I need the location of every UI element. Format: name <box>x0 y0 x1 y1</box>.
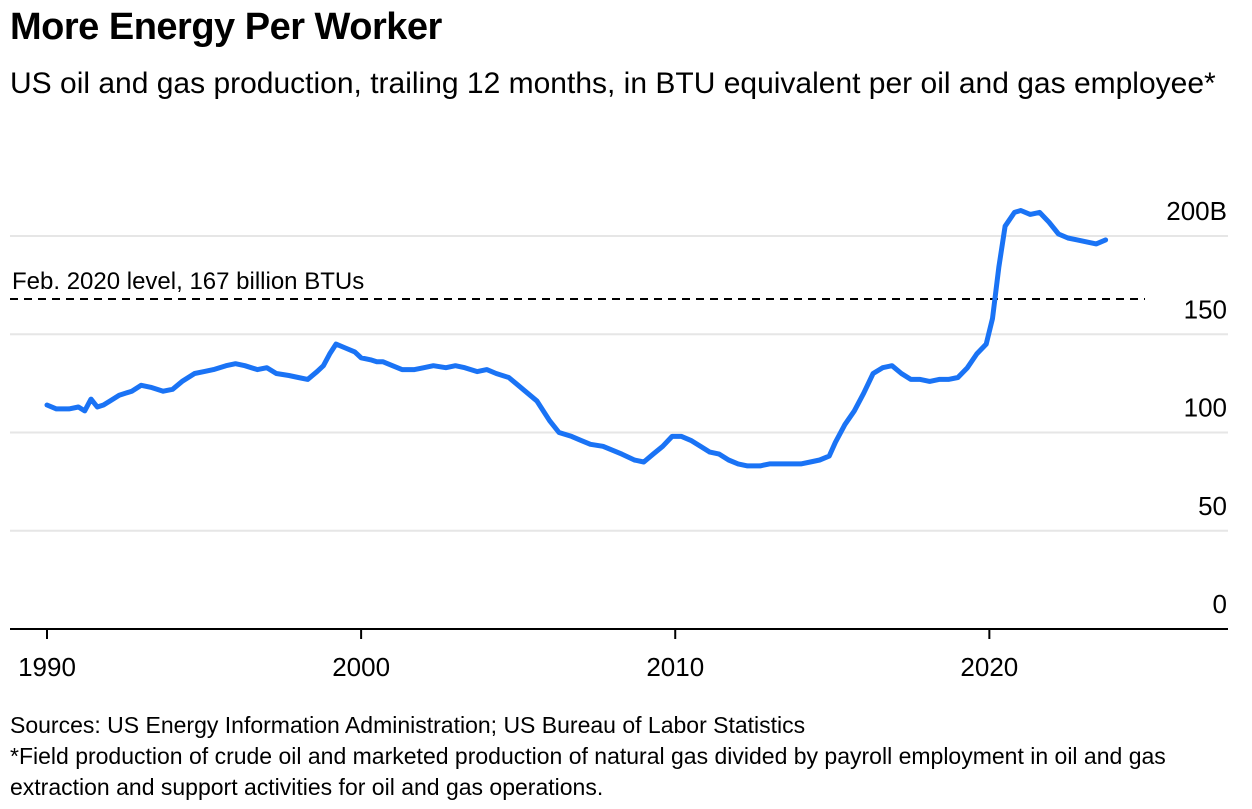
gridlines <box>10 235 1228 532</box>
y-tick-label: 50 <box>1198 491 1227 521</box>
y-tick-label: 100 <box>1184 393 1227 423</box>
footnote: *Field production of crude oil and marke… <box>10 743 1166 800</box>
x-tick-label: 1990 <box>18 652 76 682</box>
x-tick-label: 2000 <box>332 652 390 682</box>
y-tick-label: 0 <box>1213 589 1227 619</box>
series-group <box>44 208 1109 469</box>
x-tick-label: 2020 <box>960 652 1018 682</box>
reference-line-group: Feb. 2020 level, 167 billion BTUs <box>10 268 1145 300</box>
y-tick-label: 200B <box>1166 196 1227 226</box>
chart-subtitle: US oil and gas production, trailing 12 m… <box>10 67 1216 100</box>
reference-line-label: Feb. 2020 level, 167 billion BTUs <box>12 268 364 295</box>
y-tick-label: 150 <box>1184 294 1227 324</box>
line-chart: Feb. 2020 level, 167 billion BTUs 0 50 100… <box>10 196 1228 682</box>
x-tick-label: 2010 <box>646 652 704 682</box>
y-axis-tick-labels: 0 50 100 150 200B <box>1166 196 1227 619</box>
chart-title: More Energy Per Worker <box>10 6 442 48</box>
series-line <box>44 208 1109 469</box>
x-axis: 1990 2000 2010 2020 <box>10 628 1228 682</box>
sources-note: Sources: US Energy Information Administr… <box>10 712 806 738</box>
chart-footer: Sources: US Energy Information Administr… <box>10 710 1242 803</box>
